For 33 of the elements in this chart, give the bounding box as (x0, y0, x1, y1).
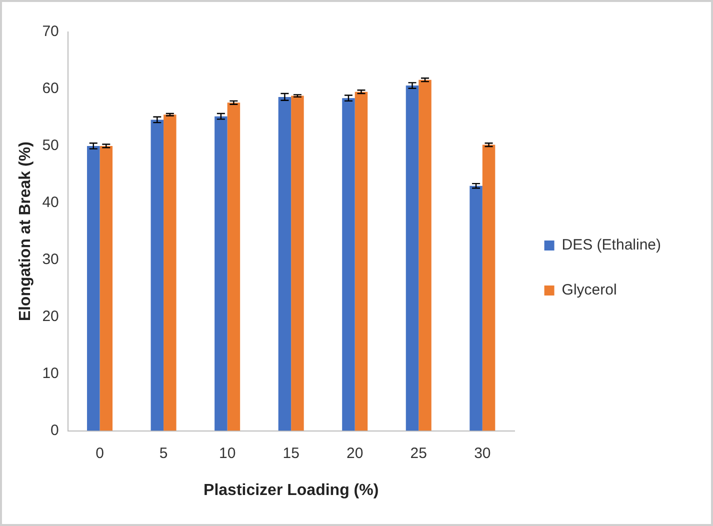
y-tick-label: 50 (42, 137, 59, 154)
x-tick-label: 20 (346, 444, 364, 462)
y-tick-label: 0 (50, 422, 59, 439)
y-axis-title: Elongation at Break (%) (17, 142, 34, 322)
bar (278, 96, 292, 431)
y-tick-label: 70 (42, 23, 59, 40)
bar (87, 146, 100, 431)
bar (150, 120, 164, 431)
y-tick-label: 40 (42, 194, 59, 212)
x-tick-label: 30 (474, 444, 491, 462)
y-tick-label: 60 (42, 80, 59, 98)
x-tick-label: 15 (282, 444, 300, 462)
legend-label: DES (Ethaline) (562, 236, 662, 254)
x-tick-label: 10 (218, 444, 236, 462)
y-tick-label: 20 (42, 308, 59, 325)
bar (406, 86, 419, 431)
bar (354, 92, 368, 431)
x-tick-label: 25 (410, 444, 427, 462)
bar (470, 186, 482, 431)
y-tick-label: 10 (42, 364, 59, 382)
x-tick-label: 5 (159, 444, 168, 462)
bar (418, 80, 432, 431)
x-tick-label: 0 (96, 444, 104, 462)
bar (482, 144, 496, 431)
bar (164, 114, 176, 431)
y-tick-label: 30 (42, 251, 59, 268)
x-axis-title: Plasticizer Loading (%) (204, 482, 379, 499)
bar (291, 96, 304, 431)
bar (342, 98, 355, 431)
bar (214, 116, 228, 431)
bar (227, 102, 240, 431)
legend-label: Glycerol (562, 282, 617, 299)
bar (100, 146, 113, 431)
